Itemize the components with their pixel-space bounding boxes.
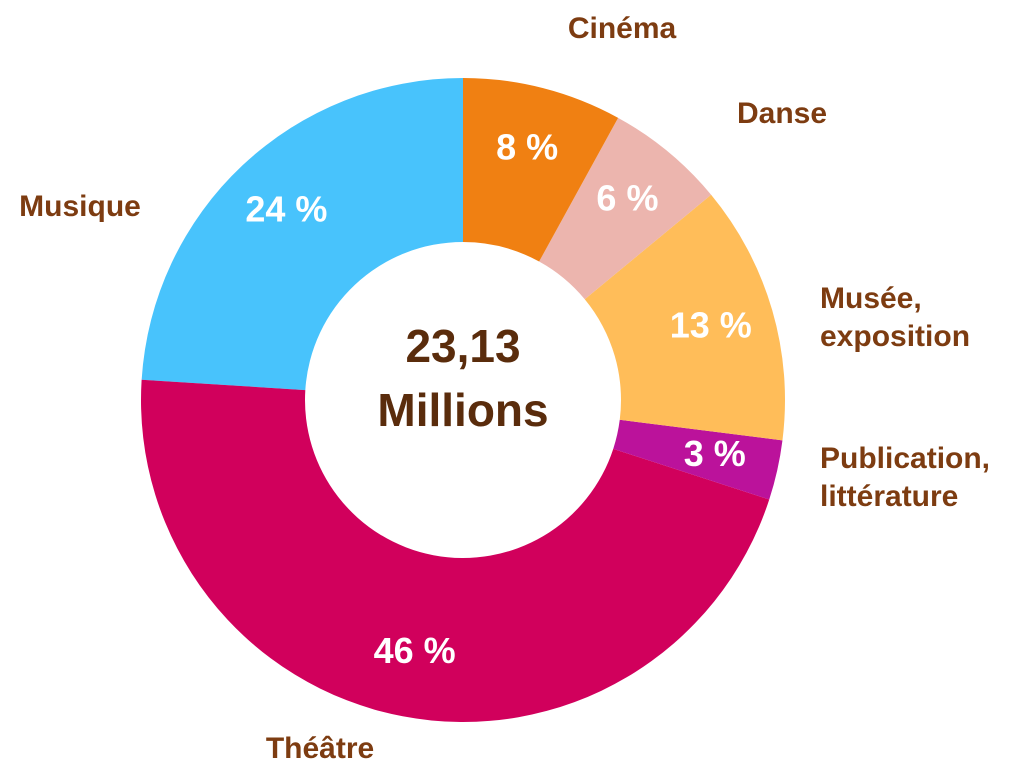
donut-slice (463, 78, 619, 262)
category-label: Cinéma (568, 12, 677, 45)
donut-slice (539, 117, 712, 300)
category-label: Musique (19, 190, 141, 223)
value-label: 24 % (245, 188, 327, 229)
donut-slice (584, 194, 785, 441)
center-label: 23,13 (405, 320, 520, 372)
center-label: Millions (377, 384, 548, 436)
value-label: 6 % (596, 178, 658, 219)
donut-slice (141, 379, 770, 722)
category-label: Théâtre (266, 732, 374, 765)
donut-slice (141, 78, 464, 391)
donut-slice (613, 419, 783, 500)
category-label: Danse (737, 97, 827, 130)
value-label: 13 % (670, 305, 752, 346)
category-label: Musée, exposition (820, 282, 970, 353)
value-label: 8 % (496, 127, 558, 168)
value-label: 46 % (374, 630, 456, 671)
value-label: 3 % (684, 433, 746, 474)
category-label: Publication, littérature (820, 442, 990, 513)
